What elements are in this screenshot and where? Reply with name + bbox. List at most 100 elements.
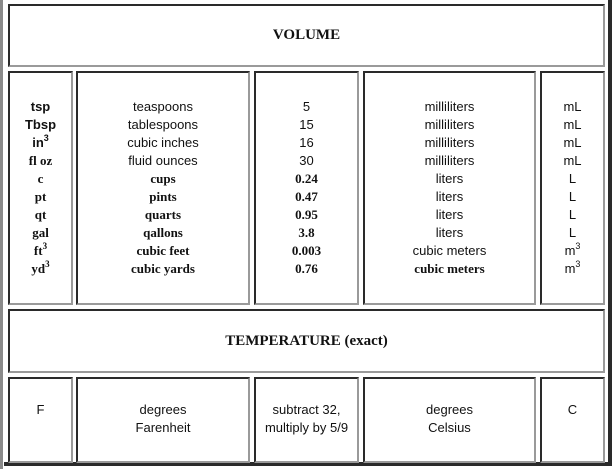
exponent: 3 [575,241,581,251]
metric-unit-name: cubic meters [414,260,484,278]
temp-to-abbr-cell: C [540,377,605,463]
volume-abbr-list: tsp Tbsp in3 fl oz c pt qt gal ft3 yd3 [25,98,56,278]
temp-from-name-line2: Farenheit [135,420,191,435]
exponent: 3 [42,241,48,251]
metric-unit-name-text: liters [435,171,464,186]
temp-formula-line1: subtract 32, [272,402,341,417]
metric-unit-name: milliliters [425,134,475,152]
metric-unit-abbreviation: L [569,188,576,206]
conversion-factor: 0.003 [292,242,321,260]
unit-name: quarts [145,206,181,224]
volume-abbr-cell: tsp Tbsp in3 fl oz c pt qt gal ft3 yd3 [8,71,73,305]
conversion-factor-text: 15 [299,117,314,132]
metric-unit-abbreviation: mL [563,116,581,134]
unit-name-text: cubic yards [131,261,195,276]
metric-unit-name: liters [436,170,463,188]
unit-name: cubic feet [136,242,189,260]
unit-name: cubic inches [127,134,199,152]
metric-unit-name: milliliters [425,152,475,170]
volume-header: VOLUME [8,4,605,67]
temp-from-abbr: F [36,402,45,417]
unit-abbreviation: pt [35,188,47,206]
metric-unit-name: liters [436,188,463,206]
metric-unit-name: milliliters [425,116,475,134]
temp-from-name-cell: degrees Farenheit [76,377,250,463]
volume-factor-list: 5 15 16 30 0.24 0.47 0.95 3.8 0.003 0.76 [292,98,321,278]
metric-unit-abbreviation-text: mL [563,99,582,114]
metric-unit-abbreviation: mL [563,152,581,170]
conversion-factor-text: 0.47 [295,189,318,204]
volume-factor-cell: 5 15 16 30 0.24 0.47 0.95 3.8 0.003 0.76 [254,71,359,305]
volume-name-list: teaspoons tablespoons cubic inches fluid ou… [127,98,199,278]
unit-name: qallons [143,224,183,242]
temperature-header: TEMPERATURE (exact) [8,309,605,373]
unit-name: teaspoons [133,98,193,116]
conversion-factor-text: 30 [299,153,314,168]
conversion-factor-text: 0.76 [295,261,318,276]
unit-abbreviation-text: in [32,135,44,150]
left-edge [0,0,3,469]
conversion-factor: 3.8 [298,224,314,242]
metric-unit-name: liters [436,206,463,224]
volume-title: VOLUME [272,27,341,43]
unit-abbreviation-text: yd [31,261,46,276]
unit-name: cups [150,170,175,188]
conversion-factor-text: 5 [302,99,311,114]
temp-from-abbr-cell: F [8,377,73,463]
unit-abbreviation: qt [35,206,47,224]
unit-name-text: tablespoons [127,117,199,132]
conversion-factor: 0.95 [295,206,318,224]
temp-to-name-line1: degrees [426,402,473,417]
metric-unit-name: milliliters [425,98,475,116]
conversion-factor: 5 [303,98,310,116]
unit-name-text: pints [149,189,177,204]
temp-formula-cell: subtract 32, multiply by 5/9 [254,377,359,463]
unit-name-text: cups [150,171,176,186]
metric-unit-abbreviation: mL [563,98,581,116]
temp-from-name-line1: degrees [139,402,187,417]
conversion-factor-text: 16 [299,135,314,150]
metric-unit-abbreviation: m3 [565,260,581,278]
unit-abbreviation: c [38,170,44,188]
unit-name: pints [149,188,176,206]
metric-unit-name-text: milliliters [424,153,475,168]
unit-abbreviation-text: ft [33,243,43,258]
unit-abbreviation: yd3 [31,260,49,278]
metric-unit-abbreviation-text: mL [563,153,582,168]
unit-abbreviation-text: fl oz [28,153,53,168]
conversion-factor-text: 0.003 [291,243,322,258]
metric-unit-abbreviation-text: L [568,171,577,186]
unit-abbreviation: fl oz [29,152,52,170]
metric-unit-name: cubic meters [413,242,487,260]
volume-to-name-cell: milliliters milliliters milliliters millili… [363,71,536,305]
unit-abbreviation-text: qt [34,207,47,222]
unit-abbreviation-text: pt [34,189,47,204]
metric-unit-abbreviation: mL [563,134,581,152]
unit-abbreviation-text: c [37,171,44,186]
exponent: 3 [43,133,49,143]
metric-unit-name-text: cubic meters [412,243,487,258]
volume-name-cell: teaspoons tablespoons cubic inches fluid ou… [76,71,250,305]
unit-abbreviation-text: tsp [30,99,51,114]
temp-to-name-cell: degrees Celsius [363,377,536,463]
metric-unit-name-text: milliliters [424,117,475,132]
conversion-factor: 0.76 [295,260,318,278]
unit-name-text: cubic feet [136,243,190,258]
metric-unit-abbreviation-text: m [564,243,576,258]
metric-unit-name-text: liters [435,207,464,222]
temp-formula-line2: multiply by 5/9 [264,420,349,435]
conversion-factor-text: 3.8 [298,225,315,240]
conversion-factor-text: 0.24 [295,171,318,186]
metric-unit-name-text: liters [435,189,464,204]
conversion-factor: 16 [299,134,313,152]
metric-unit-name-text: milliliters [424,135,475,150]
unit-abbreviation-text: Tbsp [24,117,57,132]
unit-name-text: teaspoons [132,99,193,114]
conversion-factor: 0.47 [295,188,318,206]
unit-name-text: quarts [144,207,182,222]
metric-unit-name: liters [436,224,463,242]
conversion-factor: 30 [299,152,313,170]
metric-unit-abbreviation-text: mL [563,117,582,132]
